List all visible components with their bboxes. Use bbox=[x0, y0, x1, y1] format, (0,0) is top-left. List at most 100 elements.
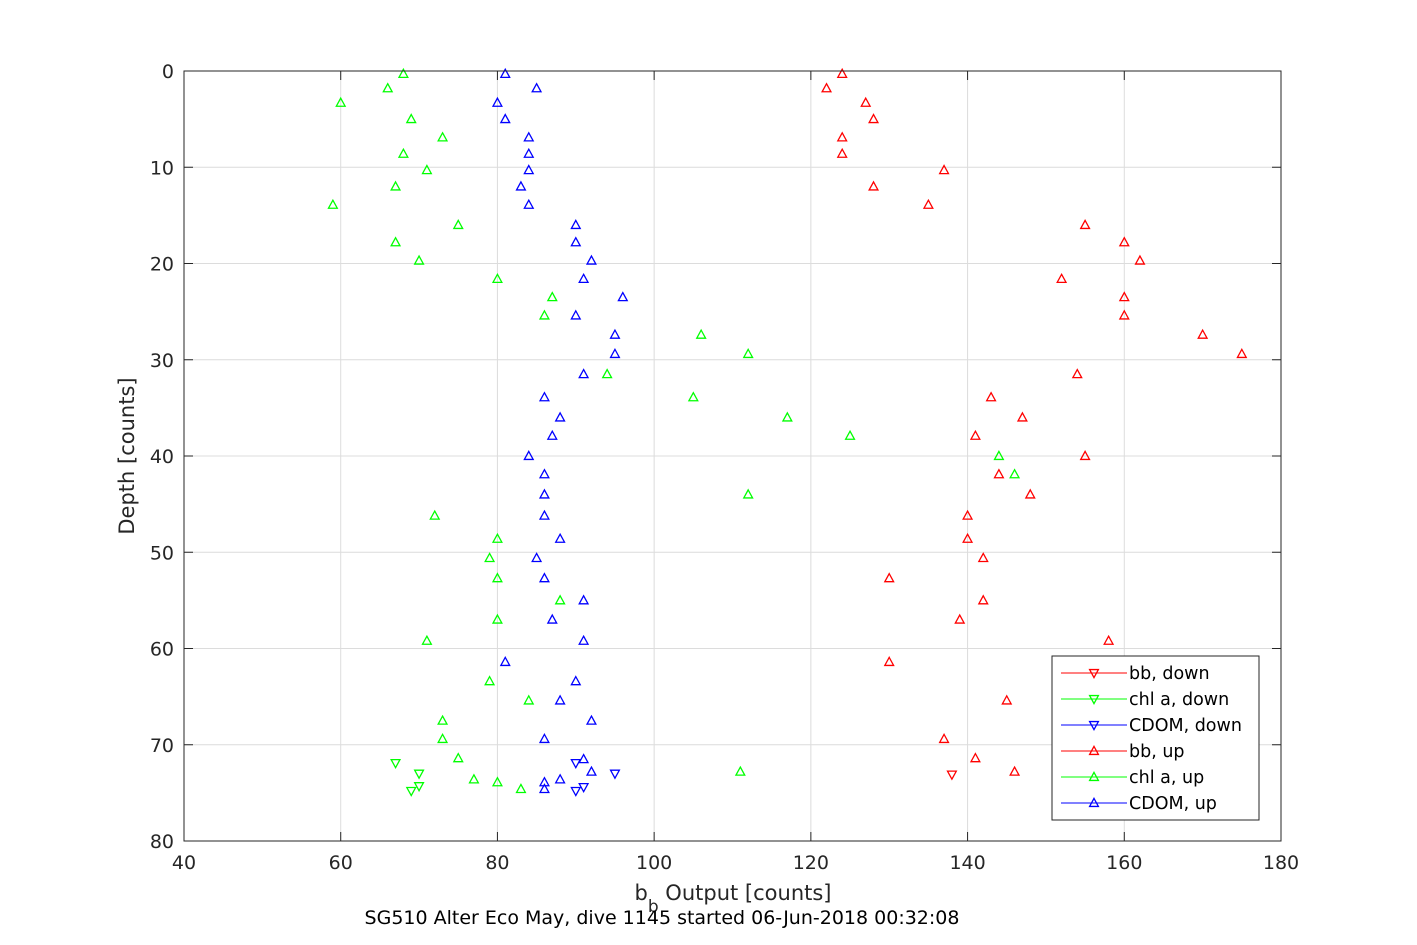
data-point bbox=[397, 147, 409, 158]
data-point bbox=[742, 488, 754, 499]
data-point bbox=[781, 411, 793, 422]
data-point bbox=[1236, 348, 1248, 359]
series-chl-a-up bbox=[327, 67, 1021, 794]
data-point bbox=[938, 733, 950, 744]
data-point bbox=[413, 769, 425, 780]
data-point bbox=[523, 450, 535, 461]
data-point bbox=[962, 532, 974, 543]
data-point bbox=[538, 468, 550, 479]
data-point bbox=[883, 656, 895, 667]
data-point bbox=[570, 786, 582, 797]
y-tick-label: 0 bbox=[162, 61, 174, 83]
y-tick-label: 10 bbox=[150, 157, 174, 179]
legend-marker bbox=[1088, 771, 1100, 782]
data-point bbox=[390, 180, 402, 191]
data-point bbox=[452, 752, 464, 763]
ticks: 40 60 80 100 120 140 160 180 0 10 20 30 40 50 60 70 80 bbox=[150, 61, 1299, 874]
data-point bbox=[844, 429, 856, 440]
data-point bbox=[405, 113, 417, 124]
data-point bbox=[413, 254, 425, 265]
data-point bbox=[993, 450, 1005, 461]
x-axis-label-rest: Output [counts] bbox=[659, 881, 832, 905]
data-point bbox=[836, 67, 848, 78]
data-point bbox=[484, 552, 496, 563]
data-point bbox=[962, 509, 974, 520]
x-tick-label: 180 bbox=[1263, 852, 1299, 874]
data-point bbox=[499, 113, 511, 124]
x-tick-label: 160 bbox=[1106, 852, 1142, 874]
legend-marker bbox=[1088, 797, 1100, 808]
data-point bbox=[437, 131, 449, 142]
data-point bbox=[1118, 291, 1130, 302]
data-point bbox=[538, 509, 550, 520]
legend-marker bbox=[1088, 745, 1100, 756]
data-point bbox=[335, 96, 347, 107]
data-point bbox=[491, 572, 503, 583]
series-bb-down bbox=[946, 770, 958, 781]
data-point bbox=[570, 758, 582, 769]
data-point bbox=[1009, 765, 1021, 776]
data-point bbox=[538, 488, 550, 499]
data-point bbox=[546, 613, 558, 624]
data-point bbox=[437, 733, 449, 744]
data-point bbox=[515, 783, 527, 794]
data-point bbox=[437, 714, 449, 725]
data-point bbox=[1079, 219, 1091, 230]
data-point bbox=[1001, 694, 1013, 705]
data-point bbox=[491, 96, 503, 107]
data-point bbox=[969, 429, 981, 440]
data-point bbox=[515, 180, 527, 191]
x-tick-label: 80 bbox=[485, 852, 509, 874]
data-point bbox=[1118, 236, 1130, 247]
series-bb-up bbox=[821, 67, 1248, 776]
data-point bbox=[1009, 468, 1021, 479]
data-point bbox=[742, 348, 754, 359]
chart-title: SG510 Alter Eco May, dive 1145 started 0… bbox=[365, 907, 960, 929]
data-point bbox=[946, 770, 958, 781]
x-axis-label-subscript: b bbox=[648, 897, 659, 917]
data-point bbox=[570, 219, 582, 230]
data-point bbox=[421, 634, 433, 645]
data-point bbox=[585, 765, 597, 776]
data-point bbox=[868, 113, 880, 124]
data-point bbox=[883, 572, 895, 583]
data-point bbox=[868, 180, 880, 191]
legend-marker bbox=[1088, 668, 1100, 679]
data-point bbox=[1079, 450, 1091, 461]
data-point bbox=[578, 272, 590, 283]
data-point bbox=[468, 773, 480, 784]
data-point bbox=[531, 552, 543, 563]
data-point bbox=[523, 131, 535, 142]
data-point bbox=[617, 291, 629, 302]
data-point bbox=[578, 753, 590, 764]
legend-label: CDOM, up bbox=[1129, 794, 1217, 814]
data-point bbox=[546, 429, 558, 440]
data-point bbox=[570, 236, 582, 247]
data-point bbox=[491, 613, 503, 624]
y-tick-label: 70 bbox=[150, 735, 174, 757]
legend-label: bb, up bbox=[1129, 742, 1185, 762]
data-point bbox=[1103, 634, 1115, 645]
legend-label: CDOM, down bbox=[1129, 716, 1242, 736]
legend-marker bbox=[1088, 694, 1100, 705]
y-tick-label: 80 bbox=[150, 831, 174, 853]
y-tick-label: 60 bbox=[150, 639, 174, 661]
data-point bbox=[585, 714, 597, 725]
x-tick-label: 40 bbox=[172, 852, 196, 874]
data-point bbox=[538, 572, 550, 583]
data-point bbox=[578, 783, 590, 794]
legend: bb, down chl a, down CDOM, down bb, up chl a… bbox=[1051, 655, 1260, 821]
data-point bbox=[429, 509, 441, 520]
data-point bbox=[546, 291, 558, 302]
data-layer bbox=[327, 67, 1248, 797]
data-point bbox=[609, 348, 621, 359]
data-point bbox=[397, 67, 409, 78]
data-point bbox=[1197, 328, 1209, 339]
x-tick-label: 120 bbox=[793, 852, 829, 874]
data-point bbox=[601, 368, 613, 379]
data-point bbox=[860, 96, 872, 107]
series-cdom-down bbox=[570, 758, 621, 797]
data-point bbox=[821, 82, 833, 93]
legend-label: chl a, down bbox=[1129, 690, 1229, 710]
